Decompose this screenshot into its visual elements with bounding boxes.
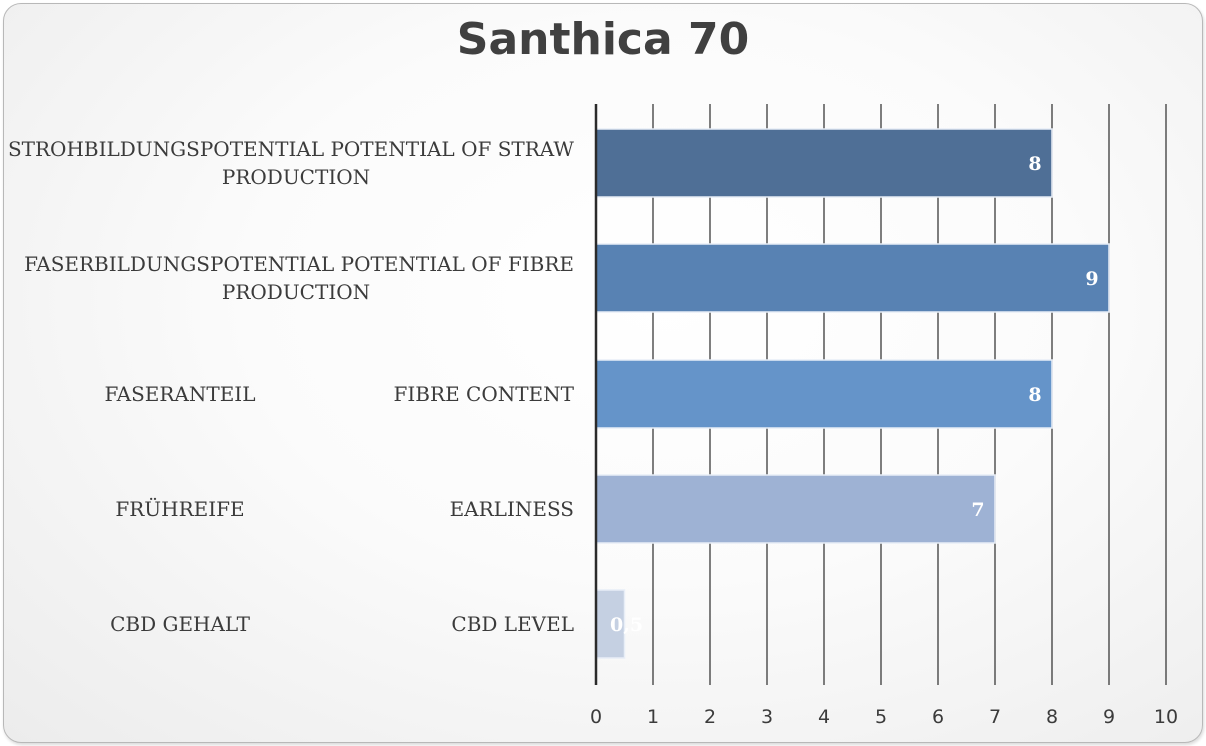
data-label: 0,5 [610,614,643,636]
data-label: 8 [1028,384,1041,406]
category-label-en: CBD LEVEL [451,612,574,636]
bar [595,128,1053,198]
chart-title: Santhica 70 [456,14,750,65]
x-tick-label: 8 [1046,706,1058,728]
x-tick-label: 3 [761,706,773,728]
bar [595,243,1110,313]
bar [595,589,626,659]
category-label: PRODUCTION [222,165,370,189]
category-label-en: EARLINESS [450,497,574,521]
bar [595,474,996,544]
data-label: 7 [971,499,984,521]
data-label: 8 [1028,153,1041,175]
x-tick-label: 7 [989,706,1001,728]
x-tick-label: 6 [932,706,944,728]
bar [595,359,1053,429]
x-tick-label: 0 [590,706,602,728]
data-label: 9 [1085,268,1098,290]
x-tick-label: 2 [704,706,716,728]
category-label: FASERBILDUNGSPOTENTIAL POTENTIAL OF FIBR… [24,252,574,276]
x-tick-label: 1 [647,706,659,728]
category-label: STROHBILDUNGSPOTENTIAL POTENTIAL OF STRA… [8,137,574,161]
x-tick-label: 5 [875,706,887,728]
category-label-de: FRÜHREIFE [115,496,244,521]
x-tick-label: 4 [818,706,830,728]
category-label: PRODUCTION [222,280,370,304]
category-label-en: FIBRE CONTENT [394,382,575,406]
x-tick-label: 10 [1154,706,1178,728]
category-label-de: FASERANTEIL [104,382,255,406]
x-tick-label: 9 [1103,706,1115,728]
category-label-de: CBD GEHALT [110,612,251,636]
